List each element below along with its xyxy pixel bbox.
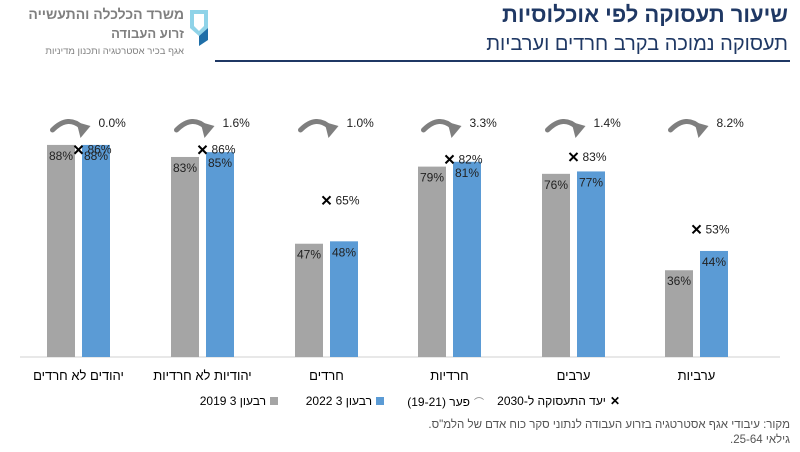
category-label: יהודים לא חרדים — [33, 368, 124, 383]
legend-2022-label: רבעון 3 2022 — [305, 394, 372, 408]
bar-value-label-2022: 85% — [208, 156, 232, 170]
legend-item-gap: ⌒ פער (19-21) — [407, 394, 484, 410]
target-value-label: 53% — [706, 222, 730, 236]
logo-department-name: אגף בכיר אסטרטגיה ותכנון מדיניות — [45, 46, 184, 57]
logo-division-name: זרוע העבודה — [111, 26, 184, 41]
gap-arrow-head-icon — [694, 122, 709, 138]
legend-gap-label: פער (19-21) — [407, 394, 470, 409]
ministry-logo-icon — [190, 10, 208, 46]
target-value-label: 82% — [459, 152, 483, 166]
bar-2019 — [171, 156, 199, 357]
category-label: חרדים — [309, 368, 344, 383]
page-subtitle: תעסוקה נמוכה בקרב חרדים וערביות — [486, 33, 788, 55]
bar-value-label-2019: 76% — [544, 178, 568, 192]
bar-2019 — [295, 243, 323, 357]
target-value-label: 86% — [88, 143, 112, 157]
category-label: חרדיות — [430, 368, 468, 383]
gap-value-label: 1.4% — [594, 116, 622, 130]
bar-2019 — [418, 166, 446, 357]
gap-arrow-head-icon — [76, 122, 91, 138]
target-marker — [321, 195, 332, 206]
legend-target-label: יעד התעסוקה ל-2030 — [497, 394, 606, 408]
title-underline — [215, 60, 790, 62]
page-title: שיעור תעסוקה לפי אוכלוסיות — [502, 2, 788, 27]
legend-target-marker-icon: ✕ — [609, 394, 620, 408]
chart-legend: ✕ יעד התעסוקה ל-2030 ⌒ פער (19-21) רבעון… — [180, 394, 620, 414]
bar-value-label-2022: 48% — [332, 245, 356, 259]
target-marker — [197, 145, 208, 155]
legend-item-2022: רבעון 3 2022 — [306, 394, 384, 408]
bar-2022 — [206, 152, 234, 357]
target-value-label: 65% — [336, 193, 360, 207]
bar-2022 — [577, 171, 605, 357]
bar-2022 — [453, 161, 481, 357]
bar-2019 — [542, 173, 570, 357]
legend-2019-swatch — [270, 397, 278, 405]
gap-arrow-head-icon — [447, 122, 462, 138]
bar-value-label-2019: 83% — [173, 161, 197, 175]
gap-arrow-head-icon — [324, 122, 339, 138]
legend-gap-arrow-icon: ⌒ — [474, 398, 484, 409]
target-value-label: 86% — [212, 143, 236, 157]
legend-item-2019: רבעון 3 2019 — [200, 394, 278, 408]
gap-value-label: 1.0% — [347, 116, 375, 130]
legend-item-target: ✕ יעד התעסוקה ל-2030 — [497, 394, 620, 408]
target-marker — [691, 224, 702, 234]
bar-value-label-2022: 81% — [455, 166, 479, 180]
bar-2019 — [665, 270, 693, 357]
bar-value-label-2022: 88% — [84, 149, 108, 163]
bar-value-label-2022: 44% — [702, 255, 726, 269]
target-marker — [568, 152, 579, 162]
bar-value-label-2019: 36% — [667, 274, 691, 288]
ministry-logo: משרד הכלכלה והתעשייה זרוע העבודה אגף בכי… — [4, 4, 210, 62]
bar-value-label-2019: 79% — [420, 171, 444, 185]
gap-arrow-head-icon — [200, 122, 215, 138]
gap-value-label: 1.6% — [223, 116, 251, 130]
gap-value-label: 3.3% — [470, 116, 498, 130]
target-marker — [73, 145, 84, 155]
bar-value-label-2019: 47% — [297, 248, 321, 262]
category-label: ערביות — [678, 368, 716, 383]
source-line: מקור: עיבודי אגף אסטרטגיה בזרוע העבודה ל… — [428, 419, 790, 431]
bar-2019 — [47, 144, 75, 357]
gap-value-label: 0.0% — [99, 116, 127, 130]
gap-arrow-head-icon — [571, 122, 586, 138]
bar-value-label-2022: 77% — [579, 175, 603, 189]
source-note: מקור: עיבודי אגף אסטרטגיה בזרוע העבודה ל… — [428, 418, 790, 448]
target-value-label: 83% — [583, 150, 607, 164]
gap-value-label: 8.2% — [717, 116, 745, 130]
target-marker — [444, 154, 455, 165]
age-range-line: גילאי 25-64. — [730, 434, 790, 446]
logo-ministry-name: משרד הכלכלה והתעשייה — [28, 6, 184, 22]
bar-2022 — [700, 250, 728, 357]
legend-2022-swatch — [376, 397, 384, 405]
bar-2022 — [82, 144, 110, 357]
legend-2019-label: רבעון 3 2019 — [199, 394, 266, 408]
bar-2022 — [330, 241, 358, 357]
category-label: יהודיות לא חרדיות — [153, 368, 251, 383]
category-label: ערבים — [557, 368, 591, 383]
bar-value-label-2019: 88% — [49, 149, 73, 163]
